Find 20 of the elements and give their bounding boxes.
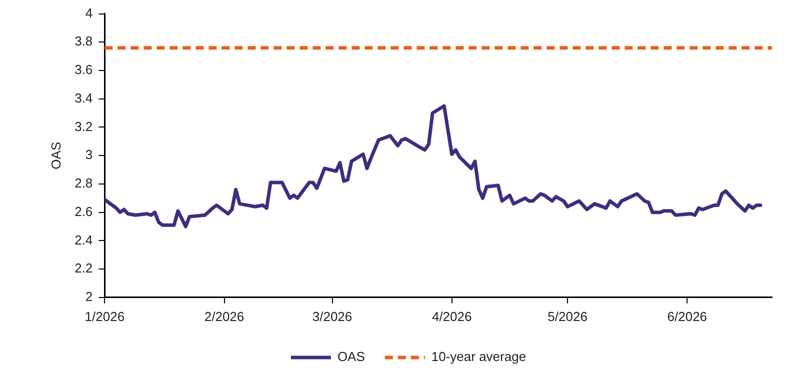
y-tick-label: 4 — [85, 5, 93, 20]
y-tick-label: 2.4 — [74, 232, 93, 248]
y-axis-title: OAS — [48, 142, 64, 170]
y-tick-label: 2.2 — [74, 260, 93, 276]
y-tick-label: 3.4 — [74, 90, 93, 106]
y-tick-label: 2.6 — [74, 204, 93, 219]
legend-label: OAS — [337, 349, 366, 364]
x-tick-label: 6/2026 — [667, 308, 708, 324]
x-tick-label: 1/2026 — [84, 308, 125, 324]
y-tick-label: 3 — [85, 147, 93, 162]
y-tick-label: 3.6 — [74, 62, 93, 78]
y-tick-label: 2 — [85, 288, 93, 304]
x-tick-label: 5/2026 — [548, 308, 588, 324]
x-tick-label: 2/2026 — [204, 308, 244, 324]
y-tick-label: 2.8 — [74, 176, 93, 191]
x-tick-label: 4/2026 — [432, 308, 472, 324]
legend-label: 10-year average — [431, 349, 526, 364]
y-tick-label: 3.2 — [74, 118, 93, 134]
y-tick-label: 3.8 — [74, 34, 93, 49]
x-tick-label: 3/2026 — [312, 308, 352, 324]
